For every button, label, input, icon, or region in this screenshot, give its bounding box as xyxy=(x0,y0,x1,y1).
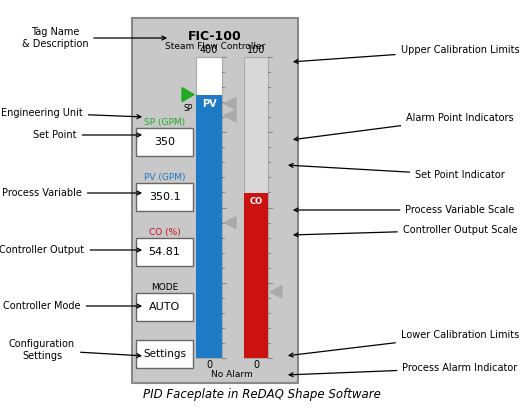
Text: 54.81: 54.81 xyxy=(149,247,180,257)
Polygon shape xyxy=(224,216,236,228)
Polygon shape xyxy=(182,88,194,102)
Text: Controller Output Scale: Controller Output Scale xyxy=(294,225,517,237)
Text: Settings: Settings xyxy=(143,349,186,359)
Text: Set Point Indicator: Set Point Indicator xyxy=(289,164,505,180)
Text: AUTO: AUTO xyxy=(149,302,180,312)
Bar xyxy=(244,193,268,358)
Text: Upper Calibration Limits: Upper Calibration Limits xyxy=(294,45,519,63)
Text: 350.1: 350.1 xyxy=(149,192,180,202)
Bar xyxy=(196,57,222,358)
Polygon shape xyxy=(224,97,236,110)
Text: SP (GPM): SP (GPM) xyxy=(144,118,185,127)
Bar xyxy=(196,95,222,358)
Text: 400: 400 xyxy=(200,45,218,55)
Text: No Alarm: No Alarm xyxy=(211,370,253,379)
FancyBboxPatch shape xyxy=(136,293,193,321)
Text: SP: SP xyxy=(183,104,193,113)
Text: Engineering Unit: Engineering Unit xyxy=(1,108,141,119)
Text: FIC-100: FIC-100 xyxy=(188,30,242,43)
Text: 100: 100 xyxy=(247,45,265,55)
Text: Tag Name
& Description: Tag Name & Description xyxy=(21,27,166,49)
Text: Set Point: Set Point xyxy=(33,130,141,140)
FancyBboxPatch shape xyxy=(132,18,298,383)
Text: Lower Calibration Limits: Lower Calibration Limits xyxy=(289,330,519,357)
Text: PV: PV xyxy=(202,99,216,109)
Text: Process Variable: Process Variable xyxy=(2,188,141,198)
Polygon shape xyxy=(270,286,282,298)
Text: Configuration
Settings: Configuration Settings xyxy=(9,339,141,361)
FancyBboxPatch shape xyxy=(136,128,193,156)
FancyBboxPatch shape xyxy=(136,340,193,368)
Text: 0: 0 xyxy=(253,360,259,370)
Text: Controller Output: Controller Output xyxy=(0,245,141,255)
Text: PID Faceplate in ReDAQ Shape Software: PID Faceplate in ReDAQ Shape Software xyxy=(143,388,381,401)
Text: 0: 0 xyxy=(206,360,212,370)
Text: 350: 350 xyxy=(154,137,175,147)
Text: PV (GPM): PV (GPM) xyxy=(144,173,185,182)
Text: MODE: MODE xyxy=(151,283,178,292)
Text: CO (%): CO (%) xyxy=(149,228,180,237)
Text: Steam Flow Controller: Steam Flow Controller xyxy=(165,42,265,51)
Text: Alarm Point Indicators: Alarm Point Indicators xyxy=(294,113,514,141)
Text: Process Alarm Indicator: Process Alarm Indicator xyxy=(289,363,518,377)
FancyBboxPatch shape xyxy=(136,183,193,211)
Text: Controller Mode: Controller Mode xyxy=(3,301,141,311)
Polygon shape xyxy=(224,110,236,122)
FancyBboxPatch shape xyxy=(136,238,193,266)
Text: CO: CO xyxy=(249,197,263,206)
Bar xyxy=(244,57,268,358)
Text: Process Variable Scale: Process Variable Scale xyxy=(294,205,515,215)
